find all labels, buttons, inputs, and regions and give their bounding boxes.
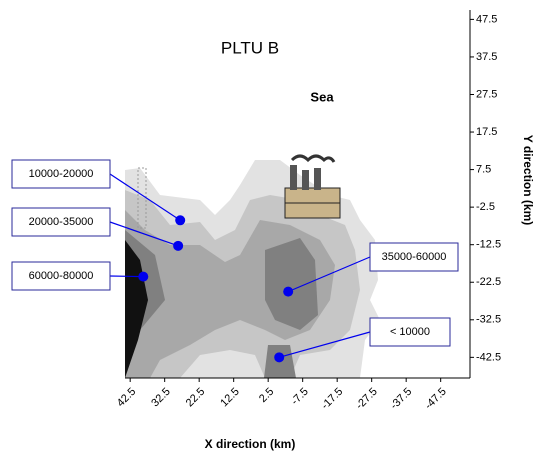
x-tick-label: -7.5 — [289, 386, 311, 408]
x-tick-label: -47.5 — [423, 386, 449, 412]
callout-label: 20000-35000 — [29, 216, 94, 228]
y-tick-label: -22.5 — [476, 276, 501, 288]
x-tick-label: -37.5 — [388, 386, 414, 412]
y-tick-label: 17.5 — [476, 126, 497, 138]
y-tick-label: -42.5 — [476, 351, 501, 363]
y-tick-label: -32.5 — [476, 314, 501, 326]
x-tick-label: 12.5 — [218, 386, 242, 410]
chart-title: PLTU B — [221, 38, 279, 57]
annotation: Sea — [310, 89, 334, 104]
y-tick-label: 27.5 — [476, 88, 497, 100]
y-axis-label: Y direction (km) — [521, 135, 535, 225]
y-tick-label: 7.5 — [476, 163, 491, 175]
x-tick-label: -27.5 — [354, 386, 380, 412]
x-tick-label: 42.5 — [115, 386, 139, 410]
y-tick-label: -12.5 — [476, 239, 501, 251]
y-tick-label: 37.5 — [476, 51, 497, 63]
y-tick-label: -2.5 — [476, 201, 495, 213]
point — [138, 272, 148, 282]
x-tick-label: 2.5 — [257, 386, 276, 405]
callout-label: < 10000 — [390, 326, 430, 338]
y-tick-label: 47.5 — [476, 13, 497, 25]
callout-label: 10000-20000 — [29, 168, 94, 180]
x-tick-label: 32.5 — [149, 386, 173, 410]
point — [173, 241, 183, 251]
x-axis-label: X direction (km) — [205, 437, 296, 451]
callout-label: 60000-80000 — [29, 270, 94, 282]
point — [283, 287, 293, 297]
chart: PLTU B Sea X direction (km) Y direction … — [0, 0, 539, 457]
x-tick-label: 22.5 — [184, 386, 208, 410]
point — [175, 215, 185, 225]
callout-label: 35000-60000 — [382, 251, 447, 263]
x-tick-label: -17.5 — [319, 386, 345, 412]
point — [274, 352, 284, 362]
